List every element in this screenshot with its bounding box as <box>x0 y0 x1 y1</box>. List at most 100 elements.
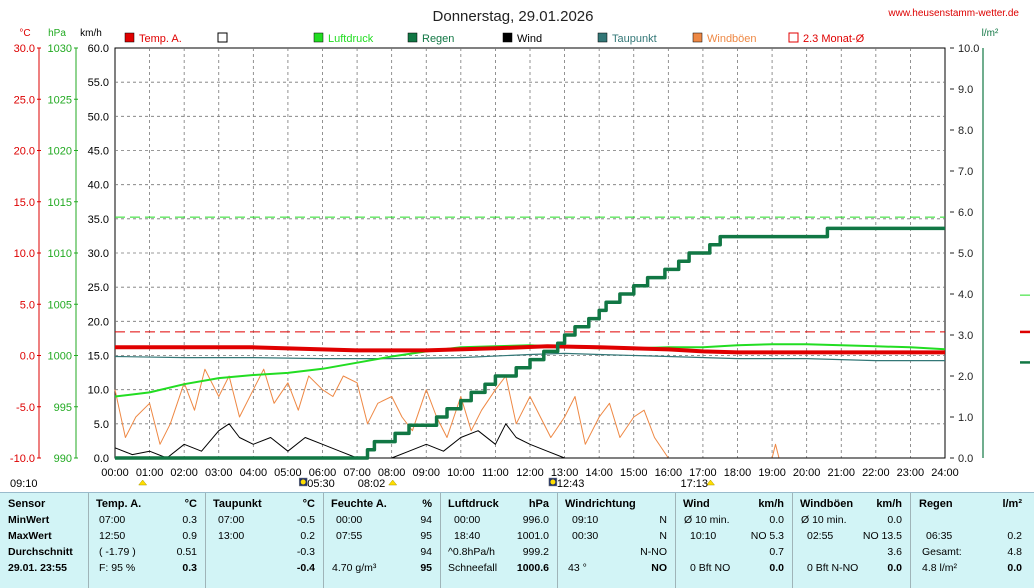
speed-tick: 35.0 <box>88 214 109 226</box>
pressure-avg-value: 999.2 <box>522 546 549 558</box>
reference-lines <box>115 216 945 333</box>
marker-label: 08:02 <box>358 478 386 490</box>
stats-table: Sensor MinWert MaxWert Durchschnitt 29.0… <box>0 492 1034 588</box>
temp-tick: 10.0 <box>14 248 35 260</box>
sun-icon <box>138 479 148 486</box>
sensor-header: Sensor <box>8 498 46 510</box>
dewpoint-current-value: -0.4 <box>296 562 315 574</box>
time-tick: 11:00 <box>482 467 509 479</box>
humidity-min-time: 00:00 <box>336 514 363 526</box>
temp-unit-label: °C <box>19 28 30 39</box>
legend-label: 2.3 Monat-Ø <box>803 33 865 45</box>
temp-max-time: 12:50 <box>99 530 126 542</box>
speed-tick: 60.0 <box>88 43 109 55</box>
winddir-degrees: 43 ° <box>568 562 587 574</box>
pressure-tick: 1030 <box>48 43 72 55</box>
wind-header: Wind <box>683 498 710 510</box>
humidity-unit: % <box>422 498 432 510</box>
legend-label: Regen <box>422 33 454 45</box>
gust-bft: 0 Bft N-NO <box>807 562 859 574</box>
pressure-tick: 1005 <box>48 299 72 311</box>
gust-header: Windböen <box>800 498 854 510</box>
durchschnitt-label: Durchschnitt <box>8 546 73 558</box>
time-tick: 01:00 <box>136 467 164 479</box>
winddir-min-time: 09:10 <box>572 514 599 526</box>
humidity-max-value: 95 <box>420 530 432 542</box>
website-link[interactable]: www.heusenstamm-wetter.de <box>887 8 1019 19</box>
legend-swatch <box>313 32 324 43</box>
gust-min-value: 0.0 <box>887 514 902 526</box>
speed-tick: 30.0 <box>88 248 109 260</box>
pressure-column: Luftdruck hPa 00:00 996.0 18:40 1001.0 ^… <box>441 493 558 588</box>
wind-column: Wind km/h Ø 10 min. 0.0 10:10 NO 5.3 0.7… <box>676 493 793 588</box>
time-tick: 13:00 <box>551 467 579 479</box>
temp-unit: °C <box>184 498 197 510</box>
temp-tick: 5.0 <box>20 299 35 311</box>
pressure-max-time: 18:40 <box>454 530 481 542</box>
temp-avg-extra: ( -1.79 ) <box>99 546 136 558</box>
dewpoint-max-time: 13:00 <box>218 530 245 542</box>
series-temp-a- <box>115 344 945 355</box>
wind-avg-value: 0.7 <box>769 546 784 558</box>
speed-tick: 25.0 <box>88 282 109 294</box>
time-tick: 19:00 <box>758 467 786 479</box>
temp-tick: -5.0 <box>16 402 35 414</box>
pressure-tick: 990 <box>54 453 72 465</box>
speed-tick: 5.0 <box>94 419 109 431</box>
rain-tick: 3.0 <box>958 330 973 342</box>
pressure-tick: 1020 <box>48 146 72 158</box>
dewpoint-unit: °C <box>302 498 315 510</box>
sun-icon <box>706 479 716 486</box>
chart-title: Donnerstag, 29.01.2026 <box>433 8 594 25</box>
winddir-header: Windrichtung <box>565 498 636 510</box>
humidity-column: Feuchte A. % 00:00 94 07:55 95 94 4.70 g… <box>324 493 441 588</box>
marker-label: 09:10 <box>10 478 38 490</box>
humidity-avg-value: 94 <box>420 546 432 558</box>
rain-daily-label: 4.8 l/m² <box>922 562 958 574</box>
temp-avg-value: 0.51 <box>176 546 197 558</box>
speed-tick: 50.0 <box>88 111 109 123</box>
time-tick: 16:00 <box>655 467 683 479</box>
gust-min-label: Ø 10 min. <box>801 514 847 526</box>
dewpoint-column: Taupunkt °C 07:00 -0.5 13:00 0.2 -0.3 -0… <box>206 493 324 588</box>
time-tick: 05:00 <box>274 467 302 479</box>
rain-tick: 2.0 <box>958 371 973 383</box>
pressure-forecast: Schneefall <box>448 562 498 574</box>
rain-max-value: 0.2 <box>1007 530 1022 542</box>
humidity-min-value: 94 <box>420 514 432 526</box>
humidity-max-time: 07:55 <box>336 530 363 542</box>
winddir-column: Windrichtung 09:10 N 00:30 N N-NO 43 ° N… <box>558 493 676 588</box>
wind-bft: 0 Bft NO <box>690 562 731 574</box>
sun-moon-markers: 09:10 05:30 08:02 12:43 17:13 <box>10 477 716 490</box>
winddir-min-value: N <box>659 514 667 526</box>
speed-tick: 20.0 <box>88 316 109 328</box>
time-tick: 09:00 <box>412 467 440 479</box>
gust-max-time: 02:55 <box>807 530 834 542</box>
temp-tick: 15.0 <box>14 197 35 209</box>
legend-swatch <box>407 32 418 43</box>
minwert-label: MinWert <box>8 514 50 526</box>
time-tick: 24:00 <box>931 467 959 479</box>
time-tick: 03:00 <box>205 467 233 479</box>
pressure-tick: 1000 <box>48 351 72 363</box>
speed-tick: 0.0 <box>94 453 109 465</box>
rain-max-time: 06:35 <box>926 530 953 542</box>
pressure-unit: hPa <box>528 498 549 510</box>
dewpoint-max-value: 0.2 <box>300 530 315 542</box>
winddir-max-time: 00:30 <box>572 530 599 542</box>
speed-tick: 40.0 <box>88 180 109 192</box>
wind-min-value: 0.0 <box>769 514 784 526</box>
gust-current-value: 0.0 <box>887 562 902 574</box>
rain-tick: 8.0 <box>958 125 973 137</box>
marker-label: 12:43 <box>557 478 585 490</box>
wind-unit: km/h <box>758 498 784 510</box>
legend-swatch <box>788 32 799 43</box>
legend-label: Windböen <box>707 33 757 45</box>
rain-tick: 6.0 <box>958 207 973 219</box>
temp-tick: -10.0 <box>10 453 35 465</box>
time-tick: 00:00 <box>101 467 129 479</box>
time-tick: 22:00 <box>862 467 890 479</box>
time-tick: 10:00 <box>447 467 475 479</box>
humidity-header: Feuchte A. <box>331 498 387 510</box>
rain-tick: 0.0 <box>958 453 973 465</box>
